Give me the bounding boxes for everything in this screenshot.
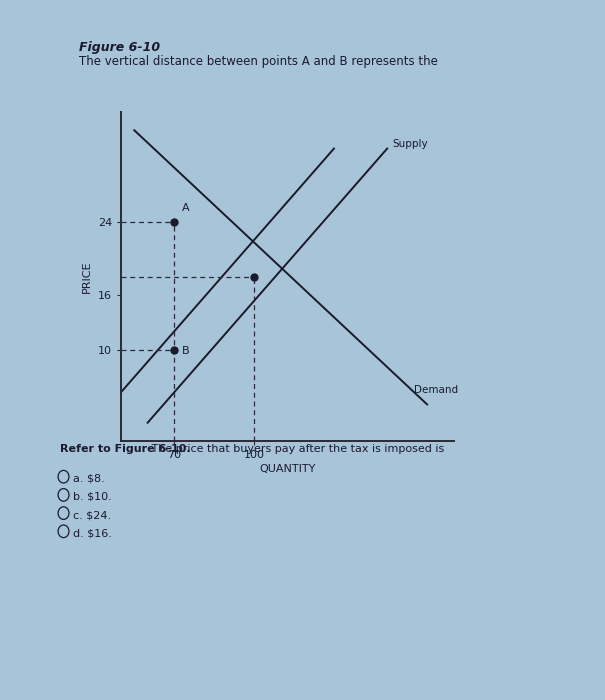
Text: d. $16.: d. $16. — [73, 528, 111, 538]
Y-axis label: PRICE: PRICE — [82, 260, 92, 293]
Text: Figure 6-10: Figure 6-10 — [79, 41, 160, 54]
Text: The vertical distance between points A and B represents the: The vertical distance between points A a… — [79, 55, 437, 68]
Text: Demand: Demand — [414, 385, 458, 396]
Text: A: A — [182, 203, 190, 213]
Text: Supply: Supply — [393, 139, 428, 148]
Text: b. $10.: b. $10. — [73, 492, 111, 502]
Text: c. $24.: c. $24. — [73, 510, 111, 520]
Text: B: B — [182, 346, 190, 356]
X-axis label: QUANTITY: QUANTITY — [259, 464, 316, 474]
Text: a. $8.: a. $8. — [73, 474, 104, 484]
Text: Refer to Figure 6-10.: Refer to Figure 6-10. — [60, 444, 191, 454]
Text: The price that buyers pay after the tax is imposed is: The price that buyers pay after the tax … — [148, 444, 445, 454]
